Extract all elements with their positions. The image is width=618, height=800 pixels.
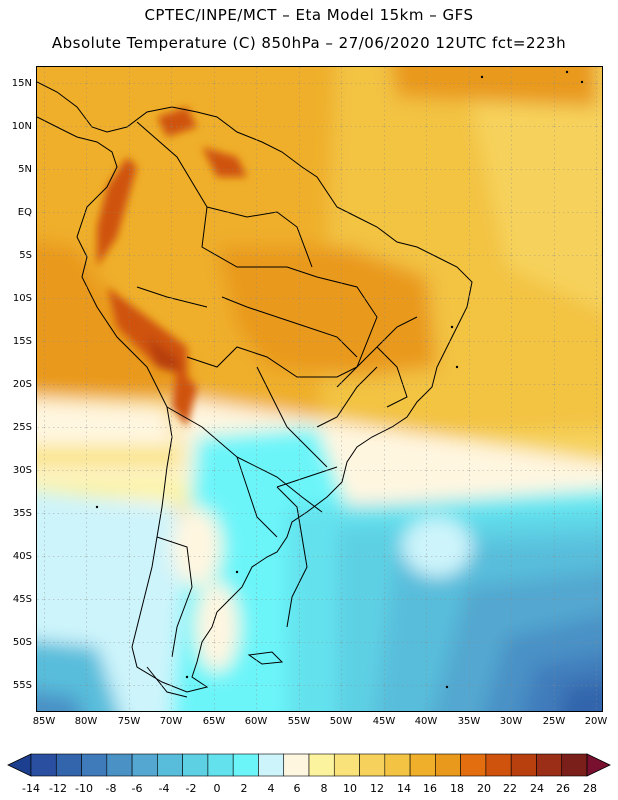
map-subtitle: Absolute Temperature (C) 850hPa – 27/06/…: [51, 34, 567, 52]
color-scale-box: [460, 753, 487, 777]
color-scale-label: 26: [556, 782, 570, 795]
color-scale-label: 14: [397, 782, 411, 795]
color-scale-box: [561, 753, 588, 777]
color-scale-low-arrow: [7, 753, 32, 777]
color-scale-label: 24: [530, 782, 544, 795]
color-scale-box: [30, 753, 57, 777]
color-scale-box: [359, 753, 386, 777]
color-scale-label: 8: [320, 782, 328, 795]
color-scale-label: 2: [240, 782, 248, 795]
color-scale-label: 10: [343, 782, 357, 795]
color-scale-box: [81, 753, 108, 777]
color-scale-label: -4: [158, 782, 170, 795]
color-scale-label: -10: [75, 782, 93, 795]
color-scale-box: [157, 753, 183, 777]
lon-label: 65W: [202, 716, 226, 727]
lon-label: 40W: [414, 716, 438, 727]
lon-label: 50W: [329, 716, 353, 727]
lat-lon-grid: [37, 67, 602, 711]
lat-label: 55S: [12, 680, 32, 691]
lon-label: 30W: [499, 716, 523, 727]
lon-label: 60W: [244, 716, 268, 727]
color-scale-label: 6: [293, 782, 301, 795]
color-scale-box: [333, 753, 360, 777]
color-scale-box: [308, 753, 335, 777]
lon-label: 25W: [542, 716, 566, 727]
color-scale-label: -12: [49, 782, 67, 795]
lon-label: 70W: [159, 716, 183, 727]
color-scale-box: [258, 753, 285, 777]
lat-label: 5N: [18, 164, 32, 175]
color-scale-label: 16: [423, 782, 437, 795]
lat-label: 5S: [19, 250, 32, 261]
lat-label: 40S: [12, 551, 32, 562]
color-scale-boxes: [30, 753, 588, 777]
color-scale-box: [232, 753, 259, 777]
lat-label: 10N: [11, 121, 32, 132]
color-scale-label: 18: [450, 782, 464, 795]
lon-label: 35W: [457, 716, 481, 727]
temperature-map: [37, 67, 602, 711]
lon-label: 85W: [32, 716, 56, 727]
color-scale-box: [485, 753, 512, 777]
color-scale-box: [510, 753, 537, 777]
color-scale-box: [435, 753, 461, 777]
lat-label: 30S: [12, 465, 32, 476]
color-scale-label: 20: [477, 782, 491, 795]
color-scale-label: 4: [267, 782, 275, 795]
lat-label: 45S: [12, 594, 32, 605]
lat-label: EQ: [17, 207, 32, 218]
color-scale-box: [283, 753, 310, 777]
lon-label: 55W: [287, 716, 311, 727]
color-scale-box: [384, 753, 411, 777]
lon-label: 20W: [584, 716, 608, 727]
lat-label: 20S: [12, 379, 32, 390]
color-scale-label: 28: [583, 782, 597, 795]
lat-label: 35S: [12, 508, 32, 519]
color-scale-high-arrow: [586, 753, 611, 777]
color-scale-box: [536, 753, 563, 777]
color-scale-label: 0: [213, 782, 221, 795]
color-scale-label: 22: [503, 782, 517, 795]
lon-label: 75W: [117, 716, 141, 727]
color-scale-label: -8: [105, 782, 117, 795]
map-panel[interactable]: [36, 66, 603, 712]
lon-label: 45W: [372, 716, 396, 727]
map-title: CPTEC/INPE/MCT – Eta Model 15km – GFS: [144, 6, 474, 24]
lat-label: 10S: [12, 293, 32, 304]
color-scale-box: [55, 753, 82, 777]
lat-label: 50S: [12, 637, 32, 648]
color-scale-label: -6: [131, 782, 143, 795]
lon-label: 80W: [74, 716, 98, 727]
color-scale-bar: [7, 753, 611, 777]
color-scale-label: -2: [185, 782, 197, 795]
lat-label: 25S: [12, 422, 32, 433]
lat-label: 15S: [12, 336, 32, 347]
color-scale-box: [106, 753, 133, 777]
color-scale-box: [182, 753, 209, 777]
color-scale-label: 12: [370, 782, 384, 795]
color-scale-box: [409, 753, 436, 777]
color-scale-box: [207, 753, 234, 777]
color-scale-label: -14: [22, 782, 40, 795]
lat-label: 15N: [11, 78, 32, 89]
color-scale-box: [131, 753, 158, 777]
